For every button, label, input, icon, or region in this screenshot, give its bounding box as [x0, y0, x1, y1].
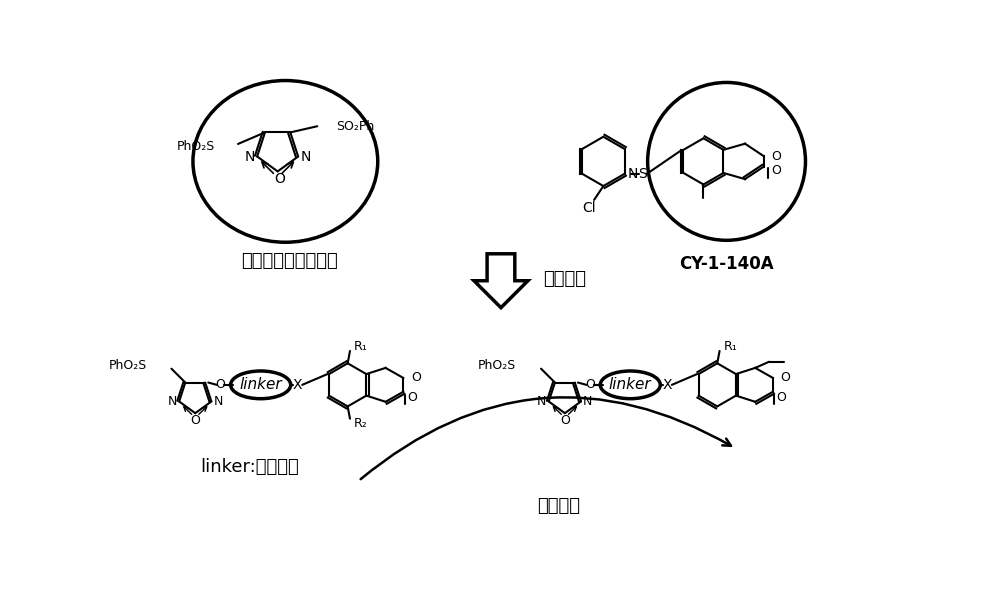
Text: O: O	[411, 371, 421, 384]
Text: PhO₂S: PhO₂S	[109, 359, 147, 372]
Text: R₁: R₁	[723, 340, 737, 353]
Text: O: O	[190, 415, 200, 427]
Text: N: N	[244, 149, 255, 163]
Text: X: X	[293, 378, 302, 392]
Text: 骨架跃迁: 骨架跃迁	[537, 497, 580, 515]
Text: S: S	[638, 167, 647, 181]
Text: O: O	[585, 378, 595, 392]
Text: O: O	[560, 415, 570, 427]
Text: O: O	[781, 371, 790, 384]
Text: N: N	[583, 395, 593, 408]
Text: N: N	[301, 149, 311, 163]
Text: O: O	[771, 164, 781, 177]
Text: PhO₂S: PhO₂S	[478, 359, 516, 372]
Text: PhO₂S: PhO₂S	[177, 140, 215, 153]
Text: linker: linker	[609, 378, 652, 392]
Text: SO₂Ph: SO₂Ph	[337, 120, 375, 133]
Text: linker:连接基团: linker:连接基团	[201, 458, 299, 476]
Text: Cl: Cl	[583, 200, 596, 215]
Text: O: O	[216, 378, 226, 392]
Text: O: O	[274, 172, 285, 186]
Text: O: O	[407, 392, 417, 404]
Text: 拼合原理: 拼合原理	[543, 270, 586, 288]
Text: N: N	[537, 395, 547, 408]
Text: N: N	[627, 167, 638, 181]
Text: 呁和型一氧化氮供体: 呁和型一氧化氮供体	[241, 253, 338, 271]
Text: N: N	[168, 395, 177, 408]
Text: X: X	[662, 378, 672, 392]
Text: O: O	[771, 149, 781, 163]
Text: R₁: R₁	[354, 340, 368, 353]
Text: CY-1-140A: CY-1-140A	[679, 255, 774, 273]
Text: R₂: R₂	[354, 417, 368, 430]
Text: N: N	[214, 395, 223, 408]
Text: linker: linker	[239, 378, 282, 392]
FancyArrowPatch shape	[361, 398, 731, 479]
Polygon shape	[474, 254, 528, 308]
Text: O: O	[777, 392, 787, 404]
